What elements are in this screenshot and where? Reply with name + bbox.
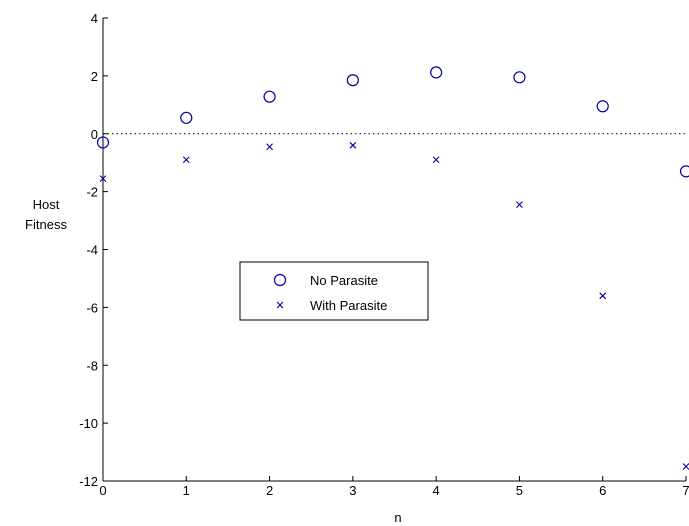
cross-point	[682, 463, 689, 470]
x-ticks: 0 1 2 3 4 5 6 7	[99, 476, 689, 498]
circle-point	[180, 111, 193, 124]
x-axis-label: n	[394, 510, 401, 525]
y-tick-label: 2	[91, 69, 98, 84]
x-tick-label: 4	[433, 483, 440, 498]
y-tick-label: -2	[86, 185, 98, 200]
y-axis-label-line-2: Fitness	[25, 217, 67, 232]
y-tick-label: -8	[86, 358, 98, 373]
y-tick-label: -12	[79, 474, 98, 489]
circle-point	[430, 66, 443, 79]
x-tick-label: 5	[516, 483, 523, 498]
y-tick-label: 4	[91, 11, 98, 26]
circle-point	[96, 136, 110, 149]
cross-point	[99, 175, 107, 182]
x-tick-label: 1	[183, 483, 190, 498]
y-tick-label: 0	[91, 127, 98, 142]
axes: 0 1 2 3 4 5 6 7 -12 -10 -8 -6 -4 -2 0 2 4	[79, 11, 689, 498]
legend-cross-marker	[276, 301, 284, 309]
circle-point	[596, 100, 609, 113]
cross-point	[182, 156, 190, 164]
y-ticks: -12 -10 -8 -6 -4 -2 0 2 4	[79, 11, 108, 489]
circle-point	[346, 74, 359, 87]
legend-marker-no-parasite	[273, 273, 287, 287]
series-1	[99, 141, 689, 470]
legend: No Parasite With Parasite	[239, 261, 429, 321]
cross-point	[516, 201, 523, 209]
legend-box	[239, 261, 429, 321]
y-axis-label-line-1: Host	[33, 197, 60, 212]
legend-circle-marker	[273, 273, 287, 287]
circle-point	[513, 71, 526, 84]
y-tick-label: -4	[86, 243, 98, 258]
legend-label-no-parasite: No Parasite	[310, 273, 378, 288]
x-tick-label: 2	[266, 483, 273, 498]
cross-point	[349, 141, 357, 149]
cross-point	[266, 143, 273, 151]
circle-point	[679, 165, 689, 178]
y-tick-label: -10	[79, 416, 98, 431]
legend-label-with-parasite: With Parasite	[310, 298, 387, 313]
series-0	[96, 66, 689, 178]
series-layer	[96, 66, 689, 470]
x-tick-label: 0	[99, 483, 106, 498]
legend-marker-with-parasite	[276, 301, 284, 309]
x-tick-label: 6	[599, 483, 606, 498]
cross-point	[432, 156, 440, 164]
cross-point	[599, 292, 607, 300]
circle-point	[263, 90, 276, 103]
y-tick-label: -6	[86, 300, 98, 315]
x-tick-label: 3	[349, 483, 356, 498]
x-tick-label: 7	[682, 483, 689, 498]
